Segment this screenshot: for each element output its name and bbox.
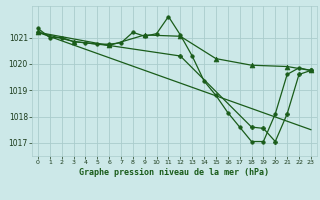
X-axis label: Graphe pression niveau de la mer (hPa): Graphe pression niveau de la mer (hPa) <box>79 168 269 177</box>
